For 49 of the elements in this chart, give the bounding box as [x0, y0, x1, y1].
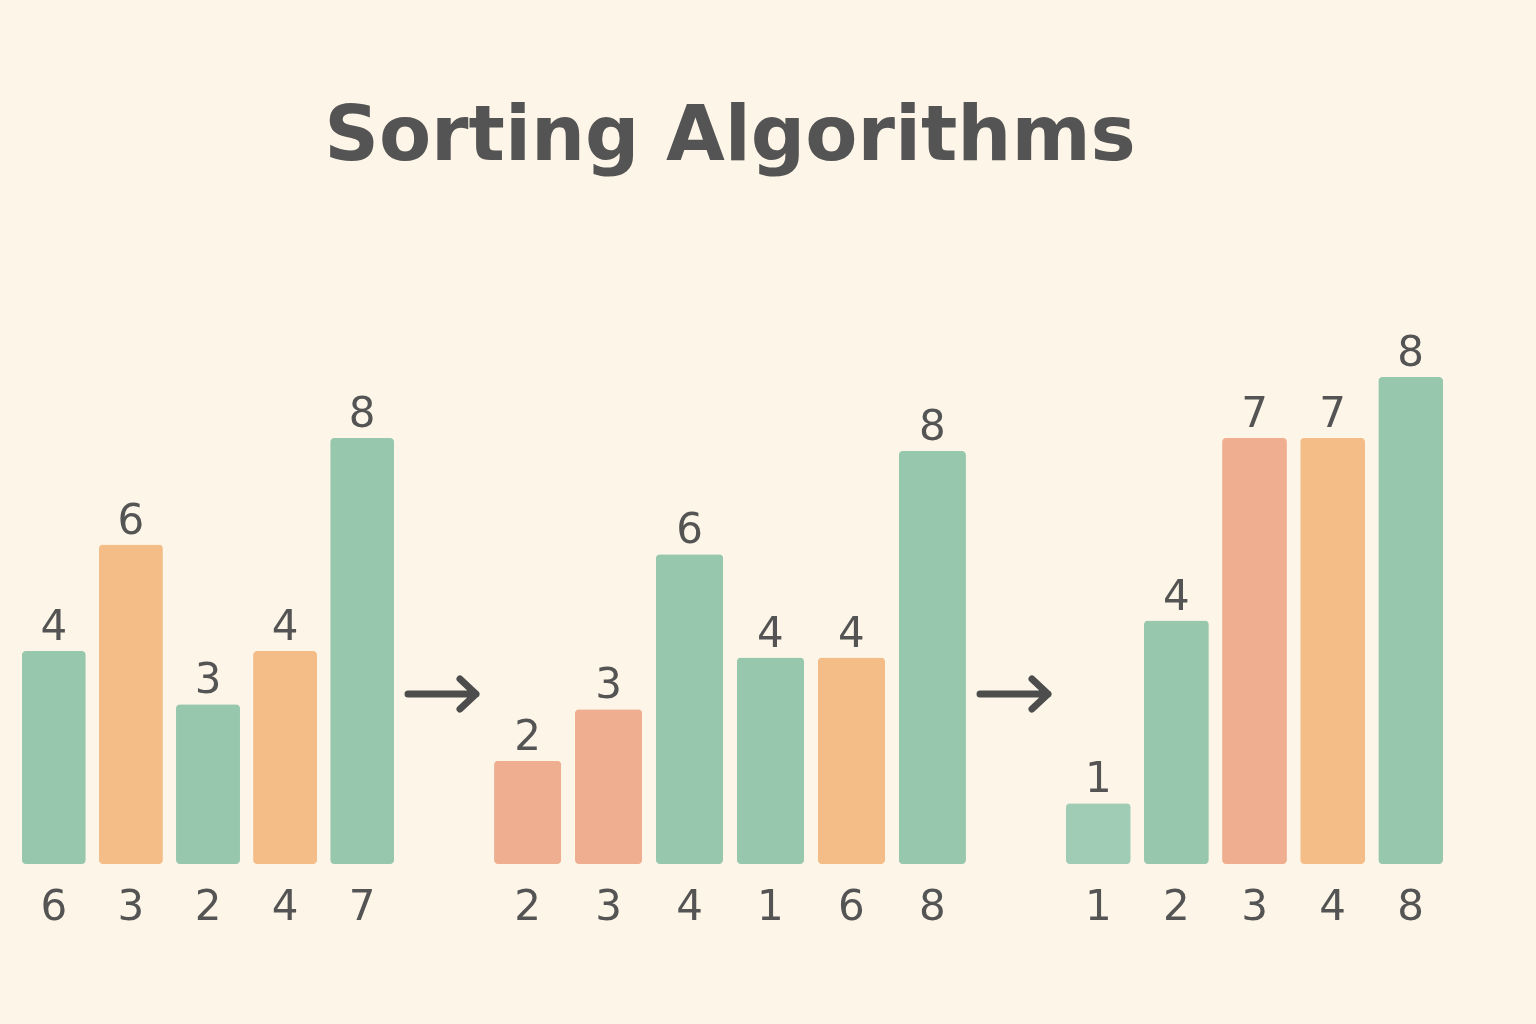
x-tick-label: 4	[271, 880, 299, 930]
data-label: 4	[1163, 570, 1190, 620]
data-label: 6	[117, 494, 145, 544]
data-label: 4	[271, 601, 299, 650]
bar	[1300, 437, 1365, 864]
bar	[655, 554, 724, 864]
data-label: 8	[918, 401, 946, 450]
data-label: 7	[1319, 387, 1346, 437]
bar	[330, 438, 395, 864]
x-tick-label: 3	[117, 880, 145, 930]
x-tick-label: 8	[918, 880, 946, 930]
x-tick-label: 2	[194, 880, 222, 930]
x-tick-label: 1	[1084, 880, 1112, 930]
chart-title: Sorting Algorithms	[324, 89, 1136, 178]
x-tick-label: 6	[40, 880, 68, 930]
data-label: 3	[194, 654, 222, 704]
x-tick-label: 2	[514, 880, 542, 930]
x-tick-label: 8	[1397, 880, 1425, 930]
bar	[898, 451, 966, 864]
bar	[176, 704, 240, 864]
data-label: 4	[757, 607, 784, 657]
x-tick-label: 3	[1241, 880, 1268, 930]
bar	[21, 651, 86, 864]
data-label: 8	[1397, 327, 1425, 376]
bar	[494, 760, 562, 864]
x-tick-label: 6	[838, 880, 865, 930]
data-label: 6	[676, 504, 703, 554]
bar	[253, 651, 318, 864]
data-label: 8	[348, 388, 376, 437]
bar	[817, 657, 886, 864]
x-tick-label: 4	[1319, 880, 1346, 930]
bar	[1144, 620, 1209, 864]
bar	[1222, 437, 1287, 864]
data-label: 3	[595, 659, 622, 709]
bar	[98, 544, 163, 864]
bar	[1378, 377, 1444, 864]
x-tick-label: 3	[595, 880, 622, 930]
x-tick-label: 1	[757, 880, 784, 930]
x-tick-label: 4	[676, 880, 703, 930]
data-label: 4	[838, 607, 865, 657]
bar	[1065, 803, 1131, 864]
data-label: 7	[1241, 387, 1268, 437]
x-tick-label: 2	[1163, 880, 1190, 930]
data-label: 4	[40, 601, 68, 650]
data-label: 2	[514, 710, 542, 760]
data-label: 1	[1084, 753, 1112, 803]
bar	[574, 709, 643, 864]
x-tick-label: 7	[348, 880, 376, 930]
bar	[736, 657, 805, 864]
